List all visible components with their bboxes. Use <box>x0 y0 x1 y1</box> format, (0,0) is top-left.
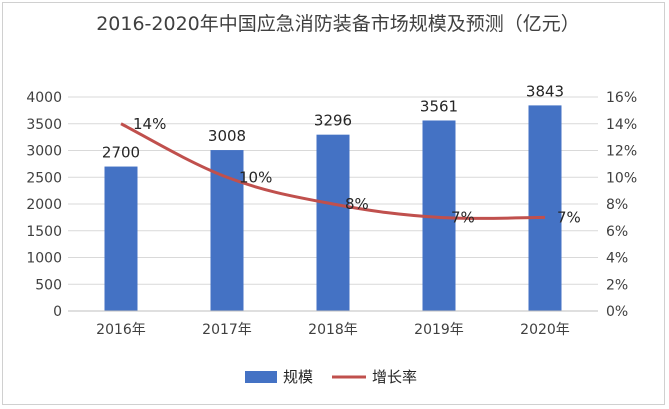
y-right-tick-label: 4% <box>606 251 628 267</box>
bar <box>104 166 138 311</box>
line-layer <box>120 122 546 220</box>
y-left-tick-label: 3000 <box>26 144 62 160</box>
legend-label-line: 增长率 <box>372 368 417 386</box>
legend-swatch-bars <box>245 371 277 383</box>
bar-data-label: 3296 <box>314 112 352 130</box>
y-right-tick-label: 2% <box>606 277 628 293</box>
labels-layer: 2700 3008 3296 3561 3843 14% 10% 8% 7% 7% <box>102 82 581 226</box>
x-tick-label: 2017年 <box>202 322 252 338</box>
y-left-tick-label: 500 <box>35 277 62 293</box>
bar-data-label: 3561 <box>420 97 458 115</box>
legend-label-bars: 规模 <box>283 368 313 386</box>
chart-title: 2016-2020年中国应急消防装备市场规模及预测（亿元） <box>96 13 580 35</box>
bar-data-label: 3843 <box>526 82 564 100</box>
y-right-tick-label: 8% <box>606 197 628 213</box>
y-right-tick-label: 6% <box>606 224 628 240</box>
axes-layer: 0 500 1000 1500 2000 2500 3000 3500 4000 0% 2% 4% 6%… <box>26 90 637 338</box>
x-tick-label: 2020年 <box>520 322 570 338</box>
y-left-tick-label: 3500 <box>26 117 62 133</box>
y-left-tick-label: 1000 <box>26 251 62 267</box>
x-tick-label: 2019年 <box>414 322 464 338</box>
y-left-tick-label: 2500 <box>26 170 62 186</box>
bar <box>528 105 562 311</box>
line-data-label: 7% <box>557 208 581 226</box>
line-data-label: 10% <box>239 168 272 186</box>
bar-data-label: 3008 <box>208 127 246 145</box>
bar <box>316 134 350 311</box>
y-right-tick-label: 10% <box>606 170 637 186</box>
y-right-tick-label: 12% <box>606 144 637 160</box>
bars-layer <box>104 105 562 311</box>
y-left-tick-label: 2000 <box>26 197 62 213</box>
y-right-tick-label: 16% <box>606 90 637 106</box>
y-right-tick-label: 14% <box>606 117 637 133</box>
y-left-tick-label: 4000 <box>26 90 62 106</box>
line-data-label: 8% <box>345 195 369 213</box>
y-left-tick-label: 1500 <box>26 224 62 240</box>
y-right-tick-label: 0% <box>606 304 628 320</box>
legend-layer: 规模 增长率 <box>245 368 417 386</box>
line-data-label: 7% <box>451 208 475 226</box>
line-data-label: 14% <box>133 115 166 133</box>
y-left-tick-label: 0 <box>53 304 62 320</box>
x-tick-label: 2016年 <box>96 322 146 338</box>
growth-rate-line <box>120 122 546 220</box>
x-tick-label: 2018年 <box>308 322 358 338</box>
bar-data-label: 2700 <box>102 144 140 162</box>
